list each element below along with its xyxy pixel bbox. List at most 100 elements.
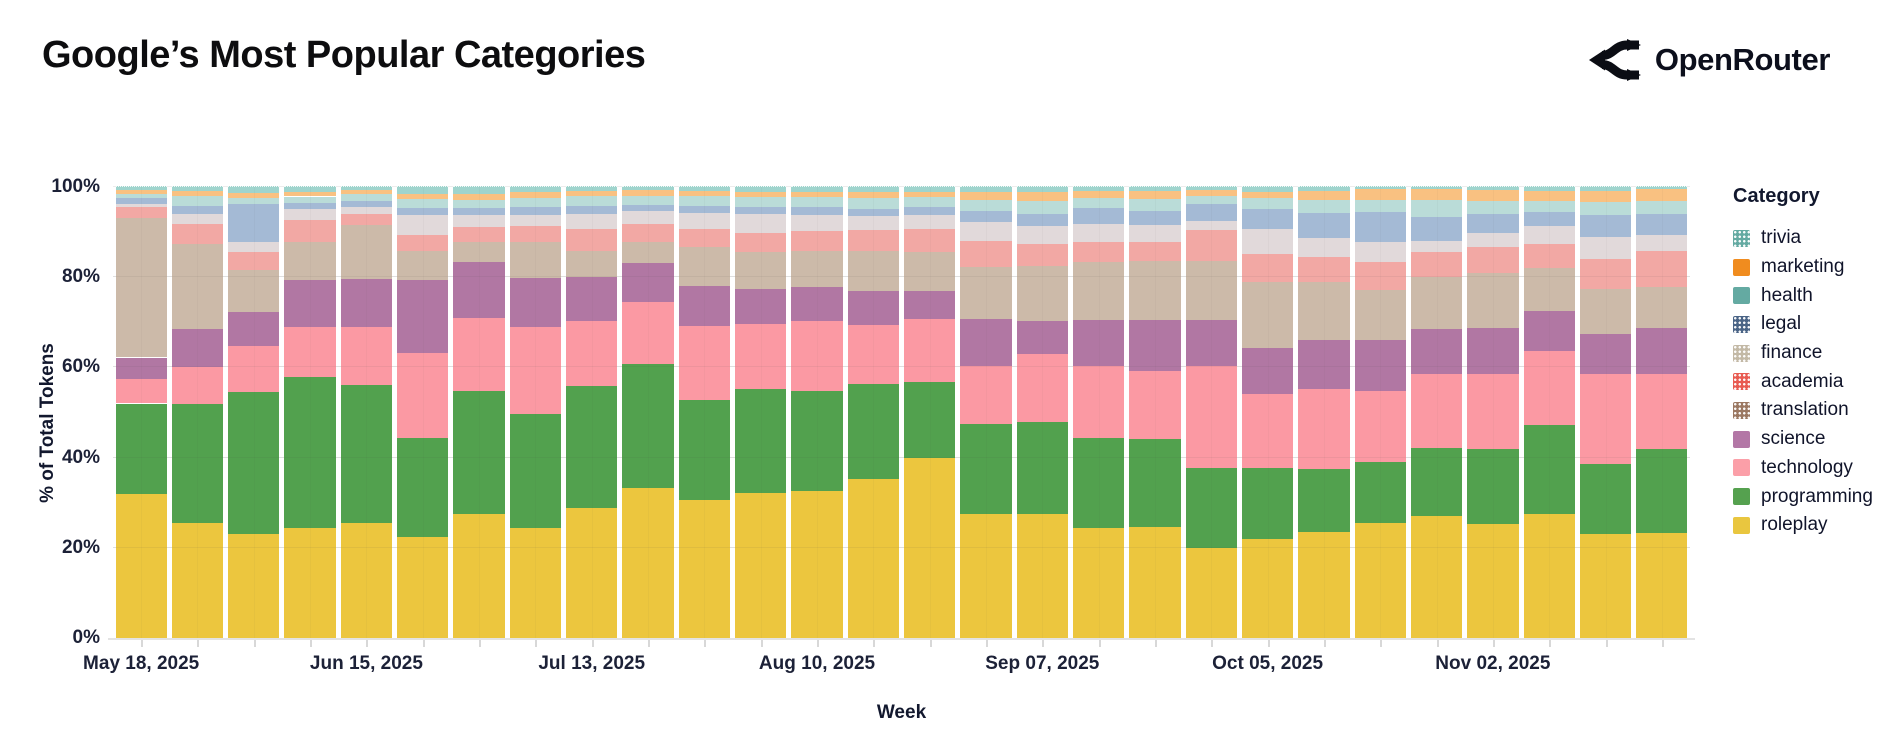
bar-segment-marketing[interactable] bbox=[509, 192, 562, 198]
bar-segment-programming[interactable] bbox=[678, 400, 731, 501]
bar-segment-translation[interactable] bbox=[509, 240, 562, 278]
bar-segment-programming[interactable] bbox=[1241, 467, 1294, 540]
bar-segment-roleplay[interactable] bbox=[228, 534, 280, 638]
bar-segment-programming[interactable] bbox=[284, 377, 336, 528]
bar-segment-technology[interactable] bbox=[397, 353, 449, 439]
bar-segment-roleplay[interactable] bbox=[960, 513, 1012, 638]
legend-item-legal[interactable]: legal bbox=[1733, 310, 1882, 339]
bar-segment-health[interactable] bbox=[1185, 195, 1237, 204]
bar-segment-health[interactable] bbox=[1016, 201, 1068, 215]
bar-segment-health[interactable] bbox=[284, 196, 336, 204]
bar-segment-marketing[interactable] bbox=[904, 191, 956, 198]
bar-segment-roleplay[interactable] bbox=[566, 507, 618, 638]
bar-segment-roleplay[interactable] bbox=[453, 514, 505, 638]
bar-segment-science[interactable] bbox=[847, 290, 899, 326]
bar-segment-trivia[interactable] bbox=[1523, 186, 1575, 191]
legend-item-health[interactable]: health bbox=[1733, 281, 1882, 310]
bar-segment-translation[interactable] bbox=[1129, 259, 1181, 321]
bar-segment-programming[interactable] bbox=[847, 384, 899, 480]
bar-segment-roleplay[interactable] bbox=[397, 536, 449, 638]
bar-segment-marketing[interactable] bbox=[566, 191, 618, 197]
bar-segment-roleplay[interactable] bbox=[1129, 526, 1181, 638]
bar-segment-science[interactable] bbox=[678, 285, 731, 326]
bar-segment-technology[interactable] bbox=[340, 326, 393, 386]
legend-item-finance[interactable]: finance bbox=[1733, 339, 1882, 368]
bar-segment-trivia[interactable] bbox=[960, 186, 1012, 192]
bar-segment-translation[interactable] bbox=[1467, 272, 1519, 329]
bar-segment-technology[interactable] bbox=[1072, 365, 1125, 438]
bar-segment-academia[interactable] bbox=[960, 240, 1012, 268]
bar-segment-trivia[interactable] bbox=[1072, 186, 1125, 191]
bar-segment-marketing[interactable] bbox=[735, 191, 787, 198]
bar-segment-technology[interactable] bbox=[1129, 371, 1181, 439]
bar-segment-science[interactable] bbox=[397, 279, 449, 354]
bar-segment-health[interactable] bbox=[1354, 200, 1406, 212]
bar-segment-trivia[interactable] bbox=[678, 186, 731, 191]
bar-segment-trivia[interactable] bbox=[1467, 186, 1519, 190]
bar-segment-science[interactable] bbox=[622, 263, 674, 303]
bar-segment-technology[interactable] bbox=[1016, 353, 1068, 423]
bar-segment-science[interactable] bbox=[904, 290, 956, 320]
bar-segment-technology[interactable] bbox=[509, 327, 562, 415]
bar-segment-programming[interactable] bbox=[453, 390, 505, 515]
bar-segment-science[interactable] bbox=[509, 277, 562, 328]
bar-segment-science[interactable] bbox=[228, 312, 280, 346]
bar-segment-trivia[interactable] bbox=[397, 186, 449, 194]
bar-segment-science[interactable] bbox=[340, 279, 393, 327]
bar-segment-translation[interactable] bbox=[1354, 289, 1406, 340]
bar-segment-science[interactable] bbox=[1579, 334, 1632, 375]
bar-segment-science[interactable] bbox=[1467, 328, 1519, 375]
bar-segment-marketing[interactable] bbox=[1354, 189, 1406, 201]
bar-segment-programming[interactable] bbox=[1354, 462, 1406, 523]
bar-segment-trivia[interactable] bbox=[1016, 186, 1068, 193]
bar-segment-programming[interactable] bbox=[1467, 449, 1519, 525]
bar-segment-science[interactable] bbox=[1072, 320, 1125, 366]
bar-segment-technology[interactable] bbox=[171, 367, 224, 404]
bar-segment-health[interactable] bbox=[228, 197, 280, 204]
bar-segment-health[interactable] bbox=[678, 195, 731, 206]
bar-segment-roleplay[interactable] bbox=[904, 457, 956, 638]
bar-segment-science[interactable] bbox=[791, 287, 843, 321]
bar-segment-programming[interactable] bbox=[1523, 424, 1575, 515]
bar-segment-health[interactable] bbox=[847, 197, 899, 209]
bar-segment-roleplay[interactable] bbox=[115, 493, 167, 638]
bar-segment-programming[interactable] bbox=[397, 438, 449, 537]
bar-segment-health[interactable] bbox=[171, 196, 224, 206]
bar-segment-health[interactable] bbox=[791, 197, 843, 208]
bar-segment-programming[interactable] bbox=[1072, 437, 1125, 528]
bar-segment-science[interactable] bbox=[284, 280, 336, 328]
legend-item-trivia[interactable]: trivia bbox=[1733, 224, 1882, 253]
bar-segment-marketing[interactable] bbox=[340, 190, 393, 194]
bar-segment-technology[interactable] bbox=[1185, 365, 1237, 469]
bar-segment-trivia[interactable] bbox=[171, 186, 224, 191]
bar-segment-marketing[interactable] bbox=[960, 191, 1012, 200]
bar-segment-health[interactable] bbox=[397, 198, 449, 208]
bar-segment-science[interactable] bbox=[1129, 320, 1181, 372]
bar-segment-marketing[interactable] bbox=[1298, 190, 1350, 201]
bar-segment-technology[interactable] bbox=[847, 325, 899, 385]
bar-segment-technology[interactable] bbox=[1241, 394, 1294, 468]
legend-item-science[interactable]: science bbox=[1733, 425, 1882, 454]
bar-segment-health[interactable] bbox=[340, 193, 393, 201]
bar-segment-translation[interactable] bbox=[1636, 286, 1688, 329]
bar-segment-health[interactable] bbox=[1241, 197, 1294, 209]
bar-segment-technology[interactable] bbox=[622, 302, 674, 365]
bar-segment-health[interactable] bbox=[1636, 200, 1688, 214]
plot-area[interactable] bbox=[113, 186, 1690, 638]
bar-segment-programming[interactable] bbox=[1298, 469, 1350, 532]
bar-segment-programming[interactable] bbox=[509, 414, 562, 528]
bar-segment-translation[interactable] bbox=[735, 251, 787, 289]
bar-segment-technology[interactable] bbox=[1636, 374, 1688, 450]
legend-item-programming[interactable]: programming bbox=[1733, 482, 1882, 511]
bar-segment-trivia[interactable] bbox=[904, 186, 956, 192]
bar-segment-trivia[interactable] bbox=[566, 186, 618, 192]
bar-segment-health[interactable] bbox=[1298, 200, 1350, 214]
legend-item-technology[interactable]: technology bbox=[1733, 454, 1882, 483]
bar-segment-programming[interactable] bbox=[340, 385, 393, 523]
bar-segment-trivia[interactable] bbox=[1354, 186, 1406, 190]
bar-segment-trivia[interactable] bbox=[115, 186, 167, 191]
bar-segment-programming[interactable] bbox=[115, 403, 167, 494]
bar-segment-science[interactable] bbox=[115, 357, 167, 379]
bar-segment-programming[interactable] bbox=[228, 392, 280, 535]
bar-segment-technology[interactable] bbox=[1298, 389, 1350, 470]
